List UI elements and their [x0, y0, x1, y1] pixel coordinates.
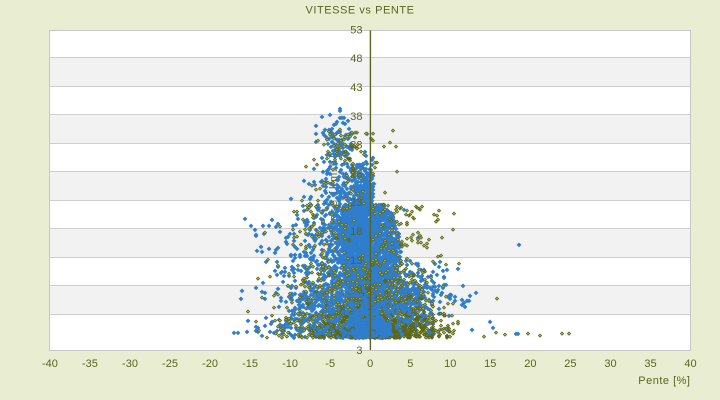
svg-text:18: 18 [350, 226, 362, 238]
svg-text:35: 35 [644, 358, 656, 370]
svg-text:0: 0 [367, 358, 373, 370]
svg-text:30: 30 [604, 358, 616, 370]
svg-text:53: 53 [350, 24, 362, 36]
svg-text:-15: -15 [242, 358, 258, 370]
svg-text:23: 23 [350, 197, 362, 209]
svg-text:-40: -40 [42, 358, 58, 370]
svg-text:VITESSE vs PENTE: VITESSE vs PENTE [305, 4, 414, 16]
svg-text:5: 5 [407, 358, 413, 370]
svg-text:-35: -35 [82, 358, 98, 370]
svg-text:8: 8 [356, 284, 362, 296]
svg-text:10: 10 [444, 358, 456, 370]
svg-text:-30: -30 [122, 358, 138, 370]
svg-text:48: 48 [350, 53, 362, 65]
svg-text:15: 15 [484, 358, 496, 370]
svg-text:28: 28 [350, 168, 362, 180]
svg-text:33: 33 [350, 140, 362, 152]
svg-text:3: 3 [356, 345, 362, 357]
svg-text:25: 25 [564, 358, 576, 370]
svg-text:20: 20 [524, 358, 536, 370]
svg-text:-5: -5 [325, 358, 335, 370]
svg-text:40: 40 [684, 358, 696, 370]
svg-text:-10: -10 [282, 358, 298, 370]
svg-text:Pente [%]: Pente [%] [638, 375, 690, 387]
svg-text:13: 13 [350, 255, 362, 267]
svg-text:43: 43 [350, 82, 362, 94]
svg-text:38: 38 [350, 111, 362, 123]
svg-text:-20: -20 [202, 358, 218, 370]
svg-text:-25: -25 [162, 358, 178, 370]
